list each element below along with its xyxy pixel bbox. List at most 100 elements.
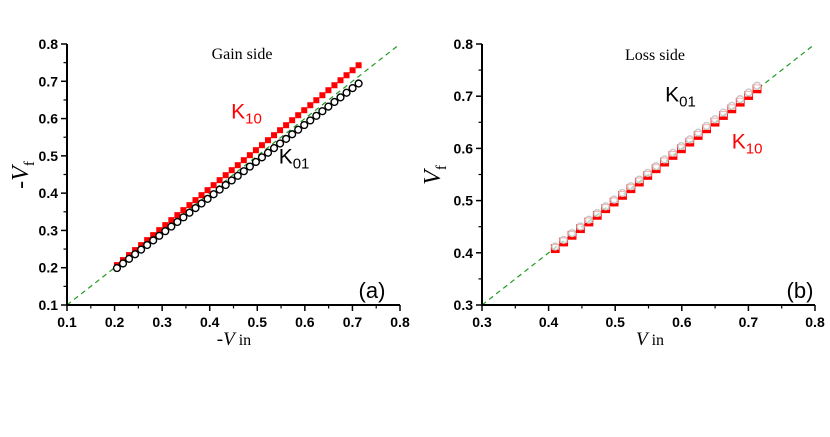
data-point-k01	[685, 135, 694, 144]
data-point-k10	[258, 142, 265, 149]
x-tick-label: 0.2	[105, 314, 125, 330]
data-point-k10	[144, 237, 151, 244]
data-point-k10	[204, 187, 211, 194]
data-point-k01	[719, 108, 728, 117]
x-axis-title-b: V in	[636, 329, 664, 350]
data-point-k01	[306, 116, 315, 125]
data-point-k10	[246, 152, 253, 159]
series-annotation-k01: K01	[279, 145, 310, 172]
data-point-k01	[239, 167, 248, 176]
data-point-k01	[330, 97, 339, 107]
data-point-k01	[677, 141, 686, 151]
data-point-k10	[138, 242, 145, 249]
series-annotation-k01: K01	[665, 83, 696, 110]
y-axis-title-b: Vf	[420, 165, 450, 185]
data-point-k10	[301, 107, 308, 114]
data-point-k10	[174, 212, 181, 219]
y-tick-label: 0.1	[39, 297, 59, 313]
x-tick-label: 0.3	[152, 314, 172, 330]
data-point-k01	[282, 134, 291, 143]
data-point-k10	[355, 62, 362, 69]
data-point-k10	[198, 192, 205, 199]
data-point-k01	[185, 208, 194, 217]
panel-label-b: (b)	[787, 278, 814, 303]
data-point-k01	[124, 254, 134, 263]
annotations-b: K01 K10	[665, 83, 762, 157]
data-point-k01	[635, 175, 644, 184]
data-point-k01	[245, 162, 254, 171]
x-tick-label: 0.3	[472, 314, 492, 330]
data-point-k10	[228, 167, 235, 174]
data-point-k01	[294, 125, 303, 134]
data-point-k01	[643, 168, 652, 177]
x-tick-label: 0.8	[805, 314, 825, 330]
y-tick-label: 0.6	[454, 140, 474, 156]
y-tick-label: 0.8	[454, 36, 474, 52]
y-tick-label: 0.2	[39, 260, 59, 276]
data-point-k10	[349, 67, 356, 74]
data-point-k01	[275, 139, 285, 148]
data-point-k01	[167, 222, 176, 231]
data-point-k01	[112, 263, 122, 273]
data-point-k01	[312, 111, 321, 120]
data-point-k10	[168, 217, 175, 224]
data-point-k10	[319, 92, 326, 99]
y-tick-label: 0.7	[39, 73, 59, 89]
data-point-k10	[156, 227, 163, 234]
panel-a-gain-side: 0.1 0.2 0.3 0.4 0.5 0.6 0.7 0.8 0.1 0.2 0.3 0.4 0.5 0…	[8, 36, 410, 350]
x-tick-label: 0.8	[390, 314, 410, 330]
data-point-k01	[221, 180, 230, 190]
data-point-k01	[318, 107, 327, 116]
ticks-b: 0.3 0.4 0.5 0.6 0.7 0.8 0.3 0.4 0.5 0.6 0.7 0.8	[454, 36, 825, 330]
data-point-k01	[710, 115, 720, 124]
y-tick-label: 0.7	[454, 88, 474, 104]
data-point-k10	[313, 97, 320, 104]
data-point-k10	[132, 247, 139, 254]
y-axis-title-a: -Vf	[8, 161, 38, 189]
series-annotation-k10: K10	[732, 130, 763, 157]
data-point-k10	[337, 77, 344, 84]
data-point-k10	[234, 162, 241, 169]
data-point-k10	[162, 222, 169, 229]
x-tick-label: 0.6	[672, 314, 692, 330]
data-point-k10	[264, 137, 271, 144]
y-tick-label: 0.3	[454, 297, 474, 313]
panel-title-a: Gain side	[212, 46, 273, 63]
data-point-k01	[342, 88, 351, 97]
data-point-k01	[173, 217, 182, 227]
annotations-a: K10 K01	[231, 101, 309, 173]
data-point-k01	[736, 95, 745, 104]
data-point-k01	[668, 148, 678, 157]
data-point-k01	[551, 242, 560, 251]
data-point-k10	[325, 87, 332, 94]
data-point-k01	[215, 185, 224, 194]
data-point-k01	[155, 231, 164, 240]
data-points-b	[550, 81, 762, 254]
series-annotation-k10: K10	[231, 101, 262, 128]
panel-title-b: Loss side	[625, 47, 685, 64]
data-point-k10	[271, 132, 278, 139]
data-point-k10	[222, 172, 229, 179]
y-tick-label: 0.4	[39, 185, 59, 201]
x-tick-label: 0.5	[248, 314, 268, 330]
data-point-k01	[143, 240, 152, 250]
data-point-k01	[257, 153, 267, 162]
x-tick-label: 0.1	[57, 314, 77, 330]
data-point-k01	[744, 88, 753, 97]
data-point-k01	[727, 101, 736, 110]
data-point-k01	[149, 236, 158, 245]
data-point-k01	[227, 176, 236, 185]
x-tick-label: 0.6	[295, 314, 315, 330]
panel-b-loss-side: 0.3 0.4 0.5 0.6 0.7 0.8 0.3 0.4 0.5 0.6 0.7 0.8 Los…	[420, 36, 825, 350]
y-tick-label: 0.6	[39, 111, 59, 127]
data-point-k01	[161, 227, 170, 236]
data-point-k01	[179, 213, 188, 222]
data-point-k10	[252, 147, 259, 154]
y-tick-label: 0.4	[454, 245, 474, 261]
data-point-k01	[576, 222, 585, 231]
data-point-k01	[203, 194, 212, 203]
x-tick-label: 0.5	[605, 314, 625, 330]
data-point-k10	[192, 197, 199, 204]
data-point-k01	[660, 155, 669, 164]
